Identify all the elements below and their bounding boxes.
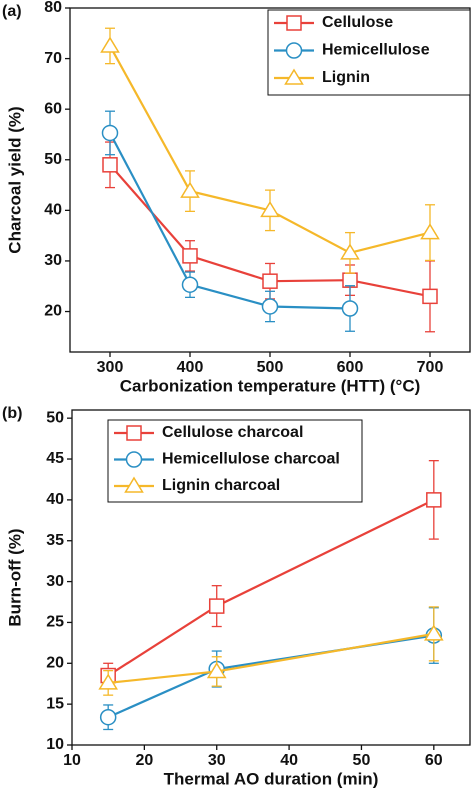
x-tick-label: 400 xyxy=(177,359,204,376)
y-tick-label: 30 xyxy=(46,573,64,590)
marker xyxy=(342,272,358,288)
legend-label: Cellulose xyxy=(322,14,393,31)
y-tick-label: 40 xyxy=(44,202,62,219)
marker xyxy=(124,476,144,493)
marker xyxy=(102,157,118,173)
y-tick-label: 40 xyxy=(46,491,64,508)
series-line xyxy=(109,132,351,310)
marker xyxy=(284,68,304,85)
y-tick-label: 80 xyxy=(44,0,62,16)
y-tick-label: 20 xyxy=(44,303,62,320)
y-axis-label: Charcoal yield (%) xyxy=(5,106,24,253)
x-tick-label: 30 xyxy=(208,752,226,769)
x-tick-label: 10 xyxy=(63,752,81,769)
marker xyxy=(426,492,442,508)
y-tick-label: 35 xyxy=(46,532,64,549)
y-tick-label: 30 xyxy=(44,252,62,269)
marker xyxy=(126,425,142,441)
marker xyxy=(420,223,440,240)
marker xyxy=(422,288,438,305)
legend-label: Hemicellulose xyxy=(322,42,430,59)
panel-label: (b) xyxy=(2,405,22,422)
y-axis-label: Burn-off (%) xyxy=(5,528,24,626)
marker xyxy=(100,36,120,53)
marker xyxy=(125,451,143,468)
marker xyxy=(99,708,117,726)
y-tick-label: 50 xyxy=(44,151,62,168)
marker xyxy=(340,243,360,260)
legend-label: Lignin charcoal xyxy=(162,477,280,494)
marker xyxy=(181,276,199,293)
x-tick-label: 300 xyxy=(97,359,124,376)
x-axis-label: Carbonization temperature (HTT) (°C) xyxy=(120,376,421,395)
y-tick-label: 45 xyxy=(46,450,64,467)
y-tick-label: 20 xyxy=(46,655,64,672)
x-tick-label: 20 xyxy=(135,752,153,769)
legend-label: Cellulose charcoal xyxy=(162,424,303,441)
marker xyxy=(206,662,227,679)
x-tick-label: 700 xyxy=(417,359,444,376)
marker xyxy=(285,42,303,59)
y-tick-label: 50 xyxy=(46,409,64,426)
panel-label: (a) xyxy=(2,3,22,20)
marker xyxy=(262,273,278,289)
series-line xyxy=(108,632,435,684)
series-line xyxy=(107,634,434,719)
marker xyxy=(101,124,119,142)
y-tick-label: 60 xyxy=(44,100,62,117)
legend-label: Hemicellulose charcoal xyxy=(162,451,340,468)
marker xyxy=(180,181,200,198)
marker xyxy=(208,598,225,614)
legend-label: Lignin xyxy=(322,69,370,86)
plot-frame xyxy=(71,409,471,746)
x-tick-label: 40 xyxy=(280,752,298,769)
marker xyxy=(182,248,198,264)
y-tick-label: 25 xyxy=(46,614,64,631)
y-tick-label: 10 xyxy=(46,736,64,753)
marker xyxy=(261,298,279,315)
series-line xyxy=(107,498,435,677)
marker xyxy=(260,200,280,218)
y-tick-label: 15 xyxy=(46,695,64,712)
marker xyxy=(423,624,444,641)
marker xyxy=(341,300,359,317)
marker xyxy=(98,673,119,690)
x-tick-label: 60 xyxy=(425,752,443,769)
x-tick-label: 600 xyxy=(337,359,364,376)
x-tick-label: 500 xyxy=(257,359,284,376)
y-tick-label: 70 xyxy=(44,50,62,67)
x-axis-label: Thermal AO duration (min) xyxy=(164,769,379,788)
x-tick-label: 50 xyxy=(353,752,371,769)
marker xyxy=(286,15,302,31)
